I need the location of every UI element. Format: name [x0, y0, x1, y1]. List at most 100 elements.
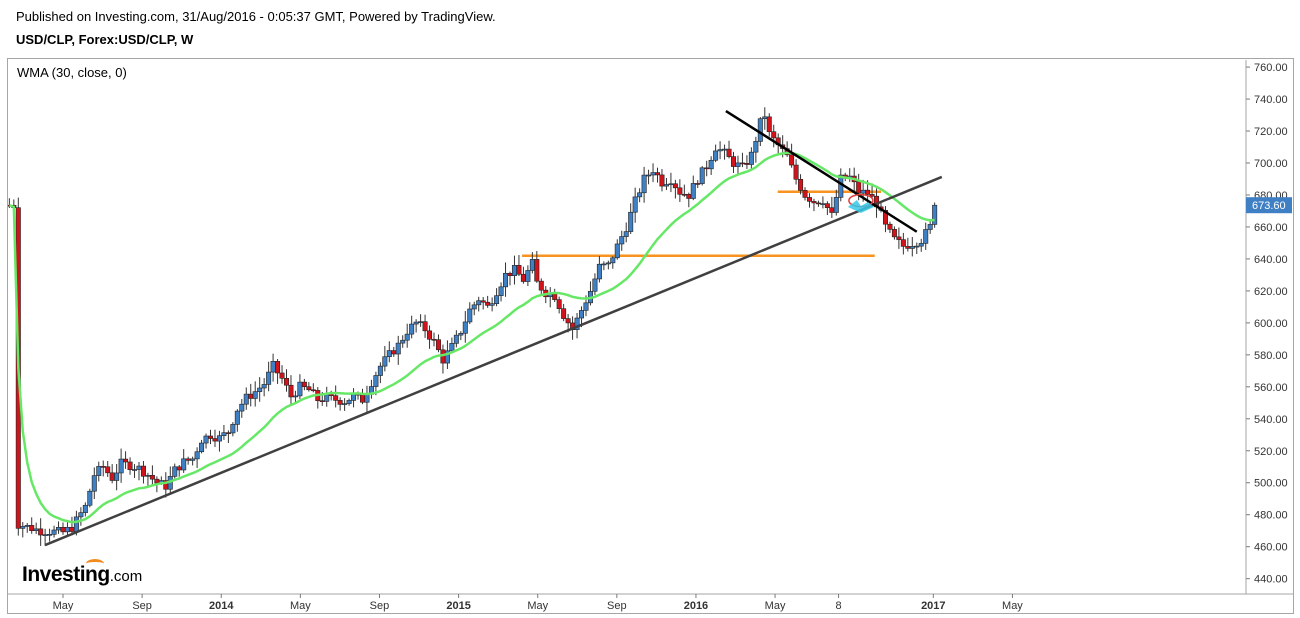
- candle-body: [216, 435, 222, 442]
- candle-body: [373, 375, 379, 387]
- candle: [395, 335, 401, 365]
- candle: [342, 398, 348, 411]
- candle-body: [47, 534, 53, 536]
- candle: [212, 429, 218, 448]
- candle: [440, 344, 446, 374]
- candle-body: [520, 273, 526, 282]
- candle: [270, 353, 276, 382]
- candle: [829, 196, 835, 218]
- candle-body: [444, 350, 450, 364]
- candle: [663, 177, 669, 190]
- candle: [704, 160, 710, 177]
- candle: [909, 237, 915, 257]
- candle-body: [395, 342, 401, 355]
- logo-main: Investing: [22, 563, 110, 586]
- candle-body: [20, 526, 26, 529]
- candle-body: [574, 317, 580, 330]
- candle-body: [605, 262, 611, 265]
- candle: [239, 398, 245, 418]
- candle-body: [641, 174, 647, 194]
- candle-body: [24, 525, 30, 527]
- candle-body: [668, 183, 674, 186]
- y-tick-label: 560.00: [1254, 382, 1288, 394]
- candle-body: [409, 323, 415, 335]
- candle-body: [789, 154, 795, 166]
- candle: [735, 155, 741, 176]
- candle-body: [905, 246, 911, 249]
- candle-body: [91, 475, 97, 492]
- candle-body: [306, 386, 312, 391]
- candle-body: [619, 236, 625, 245]
- candle-body: [172, 466, 178, 477]
- candle: [29, 517, 35, 534]
- candle: [301, 378, 307, 391]
- candle-body: [516, 265, 522, 275]
- candle: [722, 144, 728, 160]
- candle-body: [918, 243, 924, 247]
- candle-body: [556, 299, 562, 310]
- investing-logo[interactable]: Investing.com: [22, 559, 143, 587]
- candle: [623, 222, 629, 243]
- candle-body: [659, 174, 665, 187]
- candle: [815, 200, 821, 207]
- candle-body: [860, 189, 866, 194]
- candle: [538, 278, 544, 295]
- candle-body: [744, 163, 750, 165]
- candle: [435, 334, 441, 353]
- candle: [896, 227, 902, 249]
- candle: [748, 147, 754, 170]
- candle: [96, 461, 102, 482]
- candle-body: [261, 384, 267, 389]
- candle: [368, 379, 374, 399]
- candle: [534, 251, 540, 283]
- candle-body: [252, 391, 258, 399]
- candle: [382, 346, 388, 372]
- candle: [753, 136, 759, 163]
- candle: [471, 301, 477, 316]
- candle: [552, 288, 558, 303]
- candle: [33, 522, 39, 534]
- y-tick-label: 440.00: [1254, 574, 1288, 586]
- candle-body: [422, 321, 428, 332]
- candle: [275, 359, 281, 384]
- candle-body: [820, 203, 826, 205]
- candle-body: [476, 300, 482, 306]
- candle-body: [762, 116, 768, 120]
- candle-body: [181, 458, 187, 471]
- wma-line: [8, 151, 935, 524]
- candle: [243, 387, 249, 410]
- candle-body: [266, 371, 272, 385]
- candle-body: [601, 263, 607, 266]
- rising-support-trendline: [44, 175, 943, 547]
- x-tick-label: 2017: [921, 600, 945, 612]
- candle: [802, 187, 808, 201]
- candle-body: [583, 302, 589, 311]
- candle-body: [176, 466, 182, 471]
- candle: [449, 337, 455, 354]
- candle: [511, 255, 517, 285]
- candle-body: [109, 472, 115, 481]
- candle: [476, 296, 482, 312]
- x-tick-label: 2016: [684, 600, 708, 612]
- candle-body: [140, 465, 146, 477]
- candle-body: [301, 381, 307, 388]
- candle: [882, 206, 888, 233]
- candle: [418, 314, 424, 327]
- candle-body: [748, 151, 754, 165]
- candle: [404, 323, 410, 348]
- candle: [914, 242, 920, 254]
- candle-body: [757, 118, 763, 142]
- candle: [364, 385, 370, 413]
- candle-body: [896, 236, 902, 240]
- candle-body: [914, 245, 920, 248]
- candle-body: [708, 159, 714, 170]
- candle-body: [623, 231, 629, 237]
- candle-body: [489, 303, 495, 306]
- candle-body: [628, 211, 634, 232]
- candle-body: [802, 190, 808, 198]
- logo-suffix: .com: [109, 568, 143, 585]
- candle-body: [114, 472, 120, 481]
- candle: [203, 433, 209, 449]
- candle: [257, 377, 263, 402]
